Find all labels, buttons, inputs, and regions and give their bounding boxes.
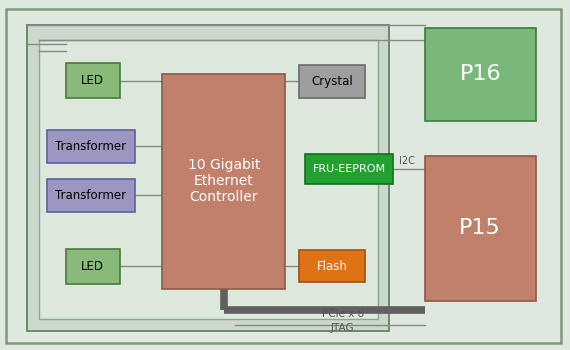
Text: LED: LED <box>81 74 104 87</box>
Text: Transformer: Transformer <box>55 189 127 202</box>
FancyBboxPatch shape <box>47 130 135 163</box>
Text: LED: LED <box>81 259 104 273</box>
Text: 10 Gigabit
Ethernet
Controller: 10 Gigabit Ethernet Controller <box>188 158 260 204</box>
FancyBboxPatch shape <box>425 28 536 121</box>
FancyBboxPatch shape <box>305 154 393 184</box>
FancyBboxPatch shape <box>425 156 536 301</box>
Text: Flash: Flash <box>316 259 348 273</box>
Text: Crystal: Crystal <box>311 75 353 88</box>
Text: P15: P15 <box>459 218 501 238</box>
FancyBboxPatch shape <box>47 178 135 212</box>
Text: P16: P16 <box>459 64 501 84</box>
FancyBboxPatch shape <box>39 40 378 318</box>
FancyBboxPatch shape <box>299 250 365 282</box>
FancyBboxPatch shape <box>299 65 365 98</box>
FancyBboxPatch shape <box>66 63 120 98</box>
Text: JTAG: JTAG <box>331 323 354 333</box>
Text: PCIe x 8: PCIe x 8 <box>322 309 364 319</box>
FancyBboxPatch shape <box>6 9 561 343</box>
FancyBboxPatch shape <box>66 248 120 284</box>
FancyBboxPatch shape <box>27 25 389 331</box>
Text: Transformer: Transformer <box>55 140 127 153</box>
FancyBboxPatch shape <box>162 74 285 289</box>
Text: FRU-EEPROM: FRU-EEPROM <box>312 164 386 174</box>
Text: I2C: I2C <box>399 156 415 166</box>
